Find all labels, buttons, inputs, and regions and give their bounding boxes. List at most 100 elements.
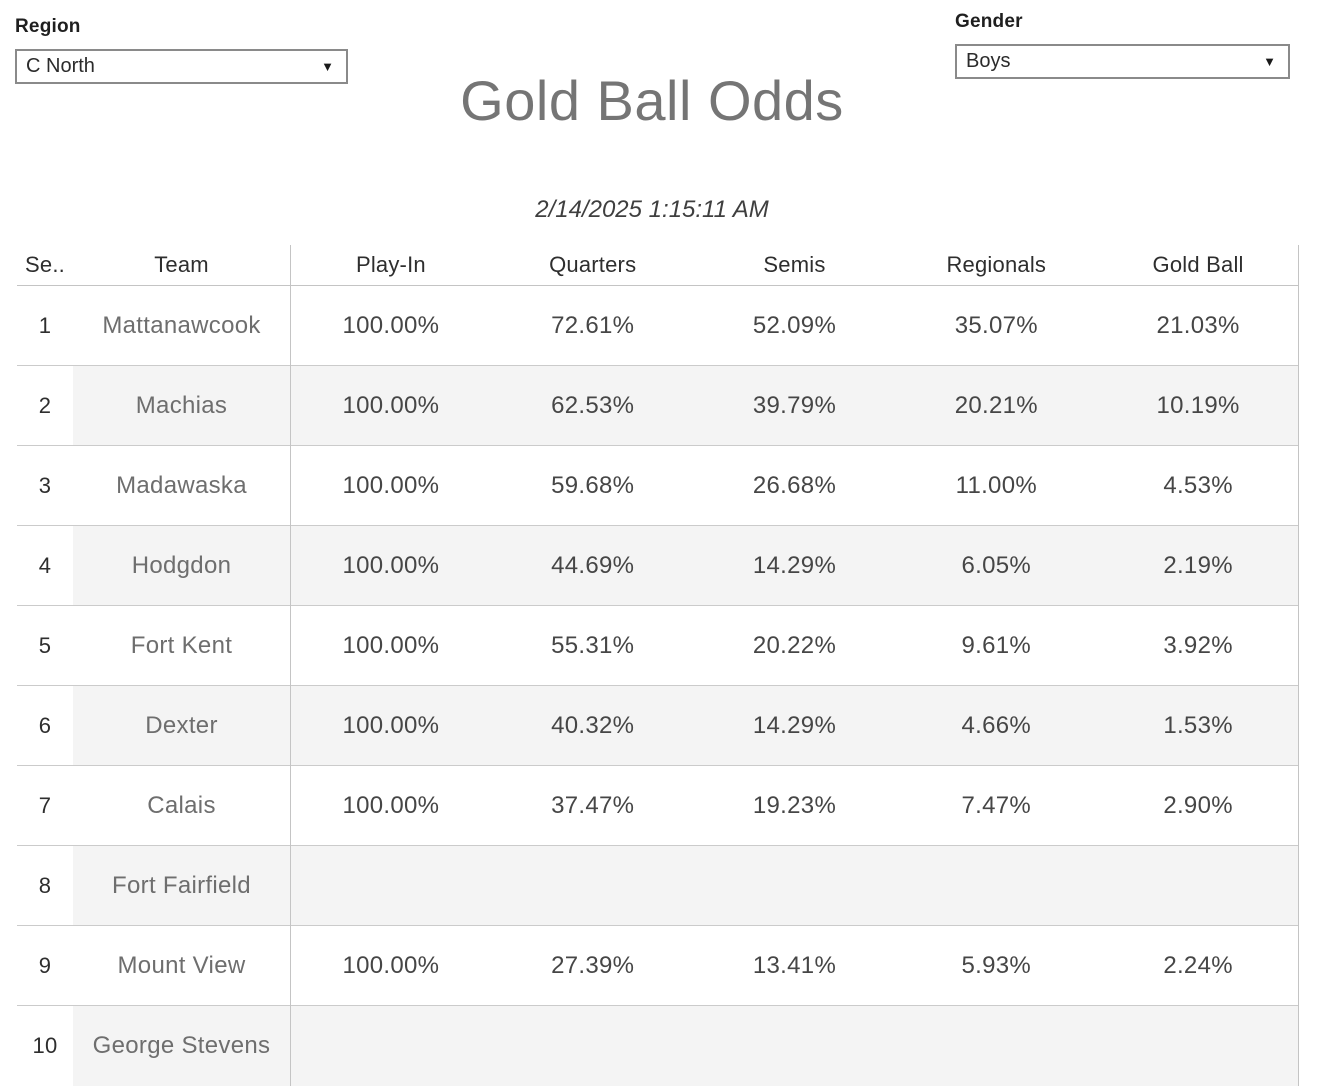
dropdown-arrow-icon: ▼ bbox=[321, 59, 334, 74]
quarters-cell[interactable]: 59.68% bbox=[551, 471, 635, 499]
team-cell[interactable]: Calais bbox=[147, 791, 216, 819]
gender-dropdown-value: Boys bbox=[966, 50, 1011, 72]
seed-cell[interactable]: 2 bbox=[38, 392, 52, 418]
seed-cell[interactable]: 1 bbox=[38, 312, 52, 338]
gender-filter: Gender Boys ▼ bbox=[955, 11, 1290, 79]
semis-cell[interactable]: 26.68% bbox=[752, 471, 837, 499]
regionals-cell[interactable] bbox=[895, 1006, 1098, 1086]
play-in-cell[interactable]: 100.00% bbox=[342, 311, 440, 339]
team-cell[interactable]: Fort Fairfield bbox=[73, 846, 290, 925]
semis-cell[interactable]: 52.09% bbox=[752, 311, 837, 339]
regionals-cell[interactable]: 5.93% bbox=[961, 951, 1032, 979]
semis-cell[interactable]: 39.79% bbox=[693, 366, 896, 445]
quarters-cell[interactable]: 62.53% bbox=[491, 366, 694, 445]
region-filter: Region C North ▼ bbox=[15, 16, 348, 84]
table-row: 7 Calais 100.00% 37.47% 19.23% 7.47% 2.9… bbox=[17, 766, 1299, 846]
semis-cell[interactable]: 14.29% bbox=[693, 526, 896, 605]
table-header-row: Se.. Team Play-In Quarters Semis Regiona… bbox=[17, 245, 1299, 286]
regionals-cell[interactable]: 9.61% bbox=[961, 631, 1032, 659]
table-row: 3 Madawaska 100.00% 59.68% 26.68% 11.00%… bbox=[17, 446, 1299, 526]
team-cell[interactable]: Madawaska bbox=[116, 471, 247, 499]
play-in-cell[interactable] bbox=[290, 1006, 492, 1086]
semis-cell[interactable]: 20.22% bbox=[752, 631, 837, 659]
team-cell[interactable]: George Stevens bbox=[73, 1006, 290, 1086]
table-row: 9 Mount View 100.00% 27.39% 13.41% 5.93%… bbox=[17, 926, 1299, 1006]
quarters-cell[interactable]: 37.47% bbox=[551, 791, 635, 819]
table-row: 4 Hodgdon 100.00% 44.69% 14.29% 6.05% 2.… bbox=[17, 526, 1299, 606]
gold-ball-cell[interactable]: 2.19% bbox=[1097, 526, 1299, 605]
region-dropdown[interactable]: C North ▼ bbox=[15, 49, 348, 84]
table-row: 1 Mattanawcook 100.00% 72.61% 52.09% 35.… bbox=[17, 286, 1299, 366]
page-title: Gold Ball Odds bbox=[460, 69, 844, 132]
regionals-cell[interactable]: 35.07% bbox=[954, 311, 1038, 339]
seed-cell[interactable]: 8 bbox=[38, 872, 52, 898]
play-in-cell[interactable]: 100.00% bbox=[342, 471, 440, 499]
regionals-cell[interactable] bbox=[895, 846, 1098, 925]
team-cell[interactable]: Fort Kent bbox=[130, 631, 233, 659]
gold-ball-cell[interactable]: 2.24% bbox=[1163, 951, 1233, 979]
team-cell[interactable]: Machias bbox=[73, 366, 290, 445]
semis-cell[interactable] bbox=[693, 846, 896, 925]
regionals-cell[interactable]: 7.47% bbox=[961, 791, 1032, 819]
seed-cell[interactable]: 6 bbox=[38, 712, 52, 738]
gold-ball-cell[interactable]: 4.53% bbox=[1163, 471, 1233, 499]
column-header-gold-ball[interactable]: Gold Ball bbox=[1152, 252, 1244, 277]
region-filter-label: Region bbox=[15, 16, 81, 37]
quarters-cell[interactable]: 44.69% bbox=[491, 526, 694, 605]
semis-cell[interactable] bbox=[693, 1006, 896, 1086]
play-in-cell[interactable]: 100.00% bbox=[290, 366, 492, 445]
seed-cell[interactable]: 4 bbox=[38, 552, 52, 578]
quarters-cell[interactable]: 27.39% bbox=[551, 951, 635, 979]
gold-ball-cell[interactable]: 2.90% bbox=[1163, 791, 1233, 819]
gender-dropdown[interactable]: Boys ▼ bbox=[955, 44, 1290, 79]
semis-cell[interactable]: 19.23% bbox=[752, 791, 837, 819]
play-in-cell[interactable]: 100.00% bbox=[290, 526, 492, 605]
column-header-quarters[interactable]: Quarters bbox=[549, 252, 637, 277]
team-cell[interactable]: Hodgdon bbox=[73, 526, 290, 605]
column-header-play-in[interactable]: Play-In bbox=[355, 252, 426, 277]
table-row: 6 Dexter 100.00% 40.32% 14.29% 4.66% 1.5… bbox=[17, 686, 1299, 766]
regionals-cell[interactable]: 20.21% bbox=[895, 366, 1098, 445]
quarters-cell[interactable]: 40.32% bbox=[491, 686, 694, 765]
semis-cell[interactable]: 14.29% bbox=[693, 686, 896, 765]
play-in-cell[interactable] bbox=[290, 846, 492, 925]
report-timestamp: 2/14/2025 1:15:11 AM bbox=[535, 196, 769, 223]
gold-ball-cell[interactable] bbox=[1097, 846, 1299, 925]
column-header-team[interactable]: Team bbox=[154, 252, 209, 277]
seed-cell[interactable]: 3 bbox=[38, 472, 52, 498]
team-cell[interactable]: Dexter bbox=[73, 686, 290, 765]
seed-cell[interactable]: 9 bbox=[38, 952, 52, 978]
quarters-cell[interactable]: 72.61% bbox=[551, 311, 635, 339]
regionals-cell[interactable]: 4.66% bbox=[895, 686, 1098, 765]
play-in-cell[interactable]: 100.00% bbox=[342, 631, 440, 659]
semis-cell[interactable]: 13.41% bbox=[752, 951, 837, 979]
table-row: 5 Fort Kent 100.00% 55.31% 20.22% 9.61% … bbox=[17, 606, 1299, 686]
gold-ball-cell[interactable] bbox=[1097, 1006, 1299, 1086]
play-in-cell[interactable]: 100.00% bbox=[342, 791, 440, 819]
team-cell[interactable]: Mount View bbox=[117, 951, 246, 979]
play-in-cell[interactable]: 100.00% bbox=[290, 686, 492, 765]
seed-cell[interactable]: 10 bbox=[32, 1033, 58, 1058]
column-header-seed[interactable]: Se.. bbox=[25, 252, 65, 277]
regionals-cell[interactable]: 6.05% bbox=[895, 526, 1098, 605]
quarters-cell[interactable] bbox=[491, 846, 694, 925]
gold-ball-cell[interactable]: 3.92% bbox=[1163, 631, 1233, 659]
gold-ball-cell[interactable]: 1.53% bbox=[1097, 686, 1299, 765]
gender-filter-label: Gender bbox=[955, 11, 1023, 32]
gold-ball-cell[interactable]: 21.03% bbox=[1156, 311, 1240, 339]
seed-cell[interactable]: 5 bbox=[38, 632, 52, 658]
gold-ball-cell[interactable]: 10.19% bbox=[1097, 366, 1299, 445]
dropdown-arrow-icon: ▼ bbox=[1263, 54, 1276, 69]
play-in-cell[interactable]: 100.00% bbox=[342, 951, 440, 979]
column-header-regionals[interactable]: Regionals bbox=[946, 252, 1047, 277]
column-divider bbox=[290, 245, 291, 1086]
regionals-cell[interactable]: 11.00% bbox=[955, 471, 1037, 499]
team-cell[interactable]: Mattanawcook bbox=[102, 311, 261, 339]
quarters-cell[interactable]: 55.31% bbox=[551, 631, 635, 659]
table-row: 10 George Stevens bbox=[17, 1006, 1299, 1086]
quarters-cell[interactable] bbox=[491, 1006, 694, 1086]
table-row: 2 Machias 100.00% 62.53% 39.79% 20.21% 1… bbox=[17, 366, 1299, 446]
seed-cell[interactable]: 7 bbox=[38, 792, 52, 818]
table-right-border bbox=[1298, 245, 1299, 1086]
column-header-semis[interactable]: Semis bbox=[763, 252, 826, 277]
